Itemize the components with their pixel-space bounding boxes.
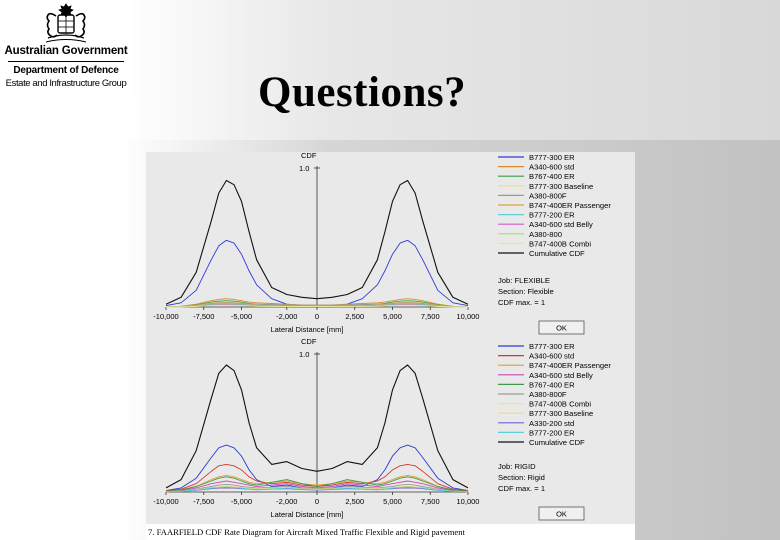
chart1-legend-label: B777-300 Baseline <box>529 182 593 191</box>
chart2-x-tick-label: -7,500 <box>193 497 214 506</box>
figure-caption: 7. FAARFIELD CDF Rate Diagram for Aircra… <box>146 524 635 540</box>
chart1-x-axis-label: Lateral Distance [mm] <box>271 325 344 334</box>
chart2-job-label: Job: RIGID <box>498 462 536 471</box>
chart2-series-line <box>165 483 469 493</box>
chart2-series-line <box>165 485 469 493</box>
chart2-series-line <box>165 364 469 489</box>
chart2-x-axis-label: Lateral Distance [mm] <box>271 510 344 519</box>
org-divider <box>8 61 124 62</box>
chart2-legend-label: A340-600 std <box>529 352 574 361</box>
chart1-cdf-max-label: CDF max. = 1 <box>498 298 545 307</box>
chart2-x-tick-label: -5,000 <box>231 497 252 506</box>
chart2-legend-label: B747-400ER Passenger <box>529 361 611 370</box>
chart1-legend-label: B777-200 ER <box>529 211 575 220</box>
chart1-x-tick-label: 5,000 <box>383 312 402 321</box>
chart1-ok-button <box>538 320 585 335</box>
chart1-legend-label: B777-300 ER <box>529 153 575 162</box>
chart1-section-label: Section: Flexible <box>498 287 554 296</box>
chart1-series-line <box>165 302 469 308</box>
chart1-x-tick-label: 7,500 <box>421 312 440 321</box>
chart1-job-label: Job: FLEXIBLE <box>498 276 550 285</box>
chart1-series-line <box>165 304 469 308</box>
chart2-section-label: Section: Rigid <box>498 473 545 482</box>
chart2-ok-button <box>538 506 585 521</box>
chart2-series-line <box>165 474 469 492</box>
chart2-x-tick-label: -2,000 <box>276 497 297 506</box>
chart1-series-line <box>165 300 469 308</box>
org-group: Estate and Infrastructure Group <box>5 78 127 89</box>
chart2-legend-label: B777-200 ER <box>529 428 575 437</box>
chart1-x-tick-label: -5,000 <box>231 312 252 321</box>
chart1-y-tick-label: 1.0 <box>299 164 309 173</box>
chart1-x-tick-label: -10,000 <box>153 312 178 321</box>
chart1-x-tick-label: 10,000 <box>457 312 480 321</box>
chart2-x-tick-label: 0 <box>315 497 319 506</box>
chart2-legend-label: Cumulative CDF <box>529 438 585 447</box>
chart2-series-line <box>165 486 469 493</box>
chart2-series-line <box>165 480 469 492</box>
chart2-legend-label: A340-600 std Belly <box>529 371 593 380</box>
chart2-series-line <box>165 476 469 492</box>
chart2-x-tick-label: 7,500 <box>421 497 440 506</box>
chart1-legend-label: B747-400B Combi <box>529 239 591 248</box>
chart2-x-tick-label: 5,000 <box>383 497 402 506</box>
chart2-legend-label: A330-200 std <box>529 419 574 428</box>
org-name: Australian Government <box>4 45 128 57</box>
chart2-cdf-max-label: CDF max. = 1 <box>498 484 545 493</box>
chart1-y-axis-label: CDF <box>301 152 317 160</box>
chart2-legend-label: A380-800F <box>529 390 567 399</box>
chart1-legend-label: Cumulative CDF <box>529 249 585 258</box>
chart2-legend-label: B777-300 Baseline <box>529 409 593 418</box>
org-department: Department of Defence <box>13 65 119 76</box>
chart1-x-tick-label: 2,500 <box>345 312 364 321</box>
chart1-legend-label: A380-800F <box>529 191 567 200</box>
chart1-x-tick-label: -2,000 <box>276 312 297 321</box>
chart2-x-tick-label: -10,000 <box>153 497 178 506</box>
chart1-x-tick-label: 0 <box>315 312 319 321</box>
chart2-legend-label: B777-300 ER <box>529 342 575 351</box>
chart1-legend-label: B767-400 ER <box>529 172 575 181</box>
figure: CDF 1.0 -10,000 -7,500 -5,000 -2,000 0 2,500 5,0… <box>146 152 635 540</box>
chart2-ok-button-label: OK <box>556 510 567 519</box>
cdf-charts: CDF 1.0 -10,000 -7,500 -5,000 -2,000 0 2,500 5,0… <box>153 152 611 521</box>
chart1-series-line <box>165 179 469 305</box>
government-logo: Australian Government Department of Defe… <box>0 0 132 96</box>
chart1-legend-label: B747-400ER Passenger <box>529 201 611 210</box>
chart2-legend-label: B767-400 ER <box>529 380 575 389</box>
slide-title: Questions? <box>258 69 467 116</box>
chart1-x-tick-label: -7,500 <box>193 312 214 321</box>
chart2-x-tick-label: 10,000 <box>457 497 480 506</box>
chart2-y-axis-label: CDF <box>301 337 317 346</box>
chart1-legend-label: A340-600 std Belly <box>529 220 593 229</box>
chart2-x-tick-label: 2,500 <box>345 497 364 506</box>
chart2-y-tick-label: 1.0 <box>299 350 309 359</box>
chart2-legend-label: B747-400B Combi <box>529 400 591 409</box>
chart1-ok-button-label: OK <box>556 324 567 333</box>
chart1-legend-label: A340-600 std <box>529 163 574 172</box>
coat-of-arms-icon <box>45 3 87 43</box>
chart1-legend-label: A380-800 <box>529 230 562 239</box>
